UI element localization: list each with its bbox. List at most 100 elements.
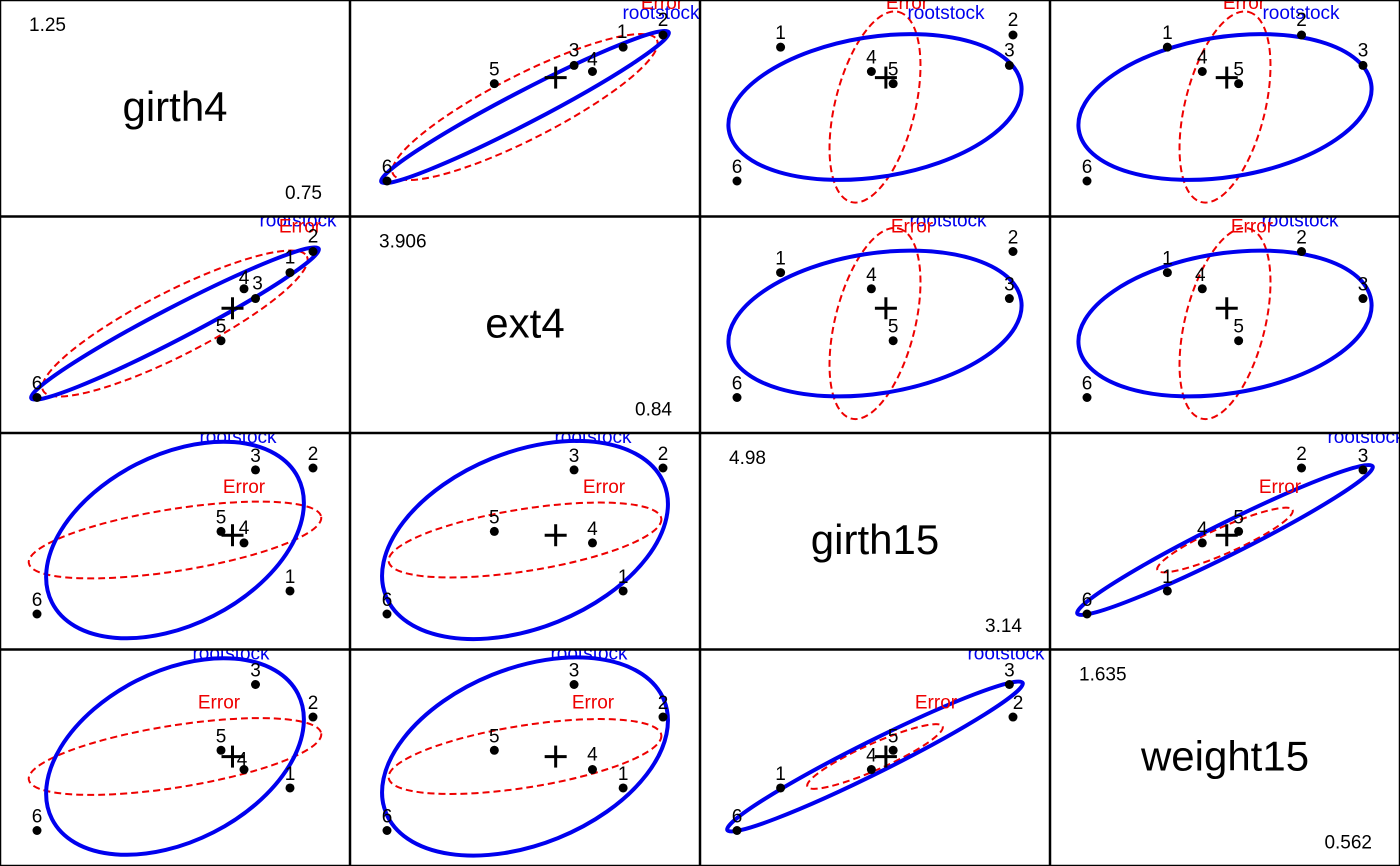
error-ellipse	[41, 249, 309, 398]
group-mean-label: 3	[252, 274, 263, 295]
group-mean-label: 1	[618, 567, 629, 588]
group-mean-point	[308, 463, 318, 473]
group-mean-label: 5	[888, 60, 899, 81]
error-ellipse	[27, 500, 323, 580]
group-mean-label: 6	[1082, 374, 1093, 395]
group-mean-label: 5	[216, 507, 227, 528]
group-mean-point	[1004, 60, 1014, 70]
error-ellipse-label: Error	[886, 0, 929, 14]
group-mean-label: 2	[1008, 228, 1019, 249]
error-ellipse	[806, 723, 944, 790]
group-mean-label: 4	[587, 519, 598, 540]
hypothesis-ellipse-label: rootstock	[192, 644, 270, 665]
group-mean-point	[1297, 463, 1307, 473]
group-mean-point	[618, 783, 628, 793]
group-mean-point	[569, 680, 579, 689]
group-mean-point	[1008, 712, 1018, 722]
group-mean-point	[776, 783, 786, 793]
group-mean-label: 3	[569, 661, 580, 682]
group-mean-point	[1082, 393, 1092, 402]
group-mean-point	[382, 176, 392, 186]
error-ellipse-label: Error	[279, 217, 322, 238]
panel-content: girth4 1.25 0.75	[29, 15, 322, 204]
group-mean-point	[285, 268, 295, 278]
group-mean-label: 5	[1233, 507, 1244, 528]
panel-weight15-vs-girth4: rootstock Error 1 2 3 45 6	[0, 644, 351, 866]
group-mean-label: 6	[1082, 590, 1093, 611]
group-mean-point	[1004, 294, 1014, 304]
group-mean-label: 4	[239, 268, 250, 289]
diag-max-label: 3.906	[379, 232, 427, 253]
group-mean-label: 4	[866, 746, 877, 767]
error-ellipse	[27, 717, 323, 796]
group-mean-point	[732, 393, 742, 402]
error-ellipse-label: Error	[1223, 0, 1266, 14]
group-mean-point	[251, 465, 260, 475]
group-mean-point	[587, 67, 597, 76]
group-mean-point	[382, 826, 392, 835]
diag-max-label: 1.25	[29, 15, 66, 36]
hypothesis-ellipse-label: rootstock	[199, 427, 277, 448]
error-ellipse	[1178, 226, 1272, 421]
group-mean-label: 3	[1358, 446, 1369, 467]
panel-weight15-vs-ext4: rootstock Error 1 2 3 4 5 6	[349, 649, 701, 866]
group-mean-point	[285, 783, 295, 793]
group-mean-label: 5	[216, 726, 227, 747]
group-mean-point	[239, 538, 249, 548]
group-mean-label: 2	[658, 693, 669, 714]
error-ellipse	[1178, 10, 1272, 204]
group-mean-point	[658, 463, 668, 473]
grand-mean-marker	[874, 745, 897, 768]
diag-min-label: 0.84	[635, 400, 672, 421]
group-mean-point	[251, 294, 260, 304]
error-ellipse	[828, 10, 922, 204]
group-mean-label: 2	[1296, 10, 1307, 31]
group-mean-point	[489, 79, 499, 89]
group-mean-point	[1234, 79, 1244, 89]
panel-girth15-vs-girth4: rootstock Error 1 2 3 45 6	[0, 427, 351, 650]
group-mean-label: 6	[32, 374, 43, 395]
group-mean-point	[216, 745, 226, 755]
diag-variable-name: girth15	[811, 516, 939, 563]
group-mean-label: 4	[237, 750, 248, 771]
group-mean-label: 4	[587, 50, 598, 71]
grand-mean-marker	[874, 297, 897, 320]
group-mean-point	[1297, 247, 1307, 256]
group-mean-point	[587, 765, 597, 775]
hypothesis-ellipse	[44, 656, 306, 857]
group-mean-point	[888, 79, 898, 89]
group-mean-point	[1297, 30, 1307, 40]
group-mean-label: 4	[1197, 519, 1208, 540]
hypothesis-ellipse	[380, 438, 670, 642]
group-mean-point	[1162, 268, 1172, 278]
hypothesis-ellipse	[1075, 462, 1375, 618]
diag-max-label: 1.635	[1079, 665, 1127, 686]
grand-mean-marker	[221, 297, 244, 320]
group-mean-label: 6	[32, 590, 43, 611]
group-mean-label: 4	[587, 745, 598, 766]
group-mean-label: 1	[617, 22, 628, 43]
panel-border	[0, 216, 351, 434]
group-mean-point	[888, 745, 898, 755]
group-mean-point	[732, 176, 742, 186]
group-mean-label: 4	[1195, 265, 1206, 286]
error-ellipse	[828, 226, 922, 421]
group-mean-label: 3	[1358, 40, 1369, 61]
group-mean-label: 1	[1162, 23, 1173, 44]
error-ellipse	[387, 501, 663, 579]
group-mean-label: 3	[250, 446, 261, 467]
error-ellipse-label: Error	[1259, 477, 1302, 498]
group-mean-point	[382, 609, 392, 619]
group-mean-point	[489, 526, 499, 536]
group-mean-point	[888, 336, 898, 346]
group-mean-label: 5	[489, 60, 500, 81]
